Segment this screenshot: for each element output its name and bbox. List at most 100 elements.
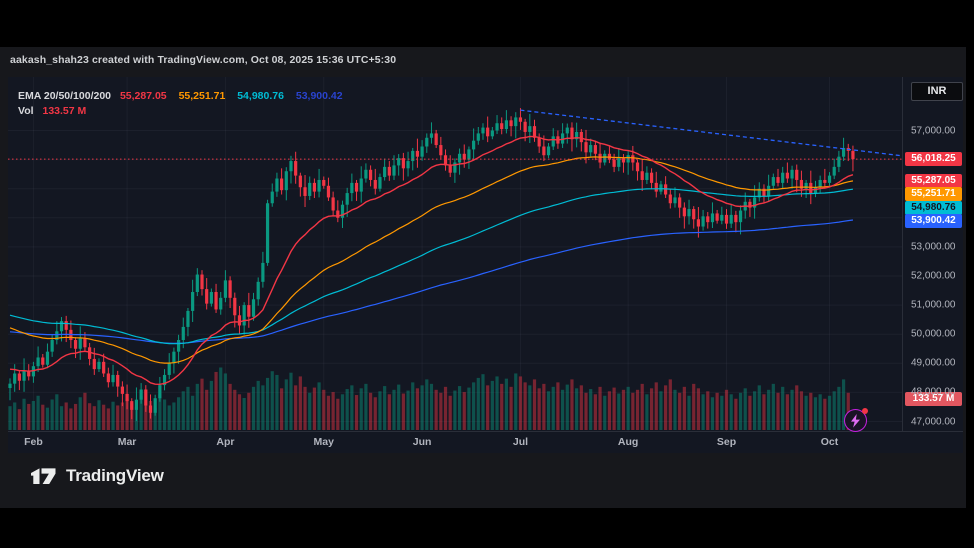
ema100-line <box>9 188 854 345</box>
ema200-value: 53,900.42 <box>295 90 343 102</box>
candle-body <box>219 297 223 310</box>
candle-body <box>148 405 153 413</box>
volume-bar <box>17 409 21 430</box>
candle-body <box>472 140 476 150</box>
candle-body <box>214 292 218 310</box>
chart-canvas[interactable]: EMA 20/50/100/200 55,287.05 55,251.71 54… <box>8 77 963 453</box>
candle-body <box>762 188 766 196</box>
candle-body <box>575 131 579 140</box>
candle-body <box>537 137 541 147</box>
volume-bar <box>8 406 12 430</box>
notification-dot <box>862 408 868 414</box>
ema100-badge: 54,980.76 <box>905 200 962 215</box>
price-tick: 51,000.00 <box>911 299 956 311</box>
volume-bar <box>734 398 738 430</box>
volume-bar <box>261 385 265 430</box>
volume-bar <box>640 383 644 430</box>
volume-bar <box>284 379 288 430</box>
volume-bar <box>88 403 92 430</box>
time-axis-label-mar: Mar <box>117 436 137 448</box>
volume-bar <box>116 405 120 430</box>
volume-bar <box>635 389 640 430</box>
candle-body <box>322 179 326 186</box>
time-axis[interactable]: Feb Mar Apr May Jun Jul Aug Sep Oct <box>8 431 963 453</box>
volume-bar <box>724 389 729 430</box>
ema50-badge: 55,251.71 <box>905 187 962 202</box>
volume-bar <box>678 392 682 430</box>
volume-bar <box>710 397 715 430</box>
volume-bar <box>757 385 761 430</box>
candle-body <box>205 289 209 304</box>
volume-bar <box>92 406 96 430</box>
candle-body <box>27 370 31 377</box>
volume-bar <box>364 383 368 430</box>
volume-bar <box>654 382 658 430</box>
volume-bar <box>518 376 523 430</box>
ema-legend-row[interactable]: EMA 20/50/100/200 55,287.05 55,251.71 54… <box>18 89 352 104</box>
volume-bar <box>322 389 326 430</box>
candle-body <box>598 153 602 163</box>
candle-body <box>200 274 204 290</box>
footer-brand[interactable]: TradingView <box>28 463 164 489</box>
price-scale[interactable]: 56,018.25 55,287.05 55,251.71 54,980.76 … <box>902 77 963 431</box>
candle-body <box>781 172 785 183</box>
candle-body <box>223 280 228 298</box>
candle-body <box>809 182 813 194</box>
candle-body <box>247 305 251 317</box>
candle-body <box>500 123 504 130</box>
volume-bar <box>242 398 246 430</box>
volume-bar <box>251 386 256 430</box>
ema200-line <box>9 219 854 344</box>
volume-bar <box>280 388 284 430</box>
volume-bar <box>579 385 583 430</box>
candle-body <box>579 131 583 143</box>
trendline[interactable] <box>520 109 900 157</box>
candle-body <box>350 182 354 194</box>
volume-bar <box>486 385 490 430</box>
volume-bar <box>706 391 710 430</box>
candle-body <box>8 383 12 389</box>
candle-body <box>336 210 340 218</box>
volume-bar <box>411 382 415 430</box>
candle-body <box>233 297 237 316</box>
candle-body <box>41 357 45 365</box>
candle-body <box>523 121 527 132</box>
volume-bar <box>790 389 794 430</box>
volume-bar <box>209 380 213 430</box>
candle-body <box>298 175 302 188</box>
volume-bar <box>354 395 359 430</box>
candle-body <box>181 326 185 341</box>
flash-fab-button[interactable] <box>844 408 868 432</box>
candle-body <box>832 166 836 176</box>
candle-body <box>635 162 640 172</box>
candle-body <box>209 292 213 304</box>
candle-body <box>748 201 752 208</box>
candle-body <box>729 214 733 224</box>
candle-body <box>308 182 312 196</box>
candle-body <box>654 182 658 192</box>
candle-body <box>73 340 78 349</box>
volume-bar <box>429 383 434 430</box>
candle-body <box>317 179 321 192</box>
volume-bar <box>308 392 312 430</box>
attribution-text: aakash_shah23 created with TradingView.c… <box>10 54 397 66</box>
candle-body <box>668 194 672 204</box>
volume-bar <box>537 388 541 430</box>
candle-body <box>22 370 26 381</box>
volume-bar <box>331 392 335 430</box>
volume-bar <box>345 389 349 430</box>
price-volume-plot[interactable] <box>8 77 963 431</box>
candle-body <box>495 123 499 131</box>
volume-bar <box>781 386 785 430</box>
volume-bar <box>144 404 148 430</box>
currency-button[interactable]: INR <box>911 82 963 101</box>
volume-bar <box>162 399 167 430</box>
candle-body <box>673 197 677 204</box>
candle-body <box>767 185 771 196</box>
candle-body <box>425 137 429 147</box>
candle-body <box>696 219 701 227</box>
volume-bar <box>523 382 527 430</box>
volume-bar <box>457 386 462 430</box>
volume-legend-row[interactable]: Vol 133.57 M <box>18 104 352 119</box>
volume-bar <box>153 407 157 430</box>
